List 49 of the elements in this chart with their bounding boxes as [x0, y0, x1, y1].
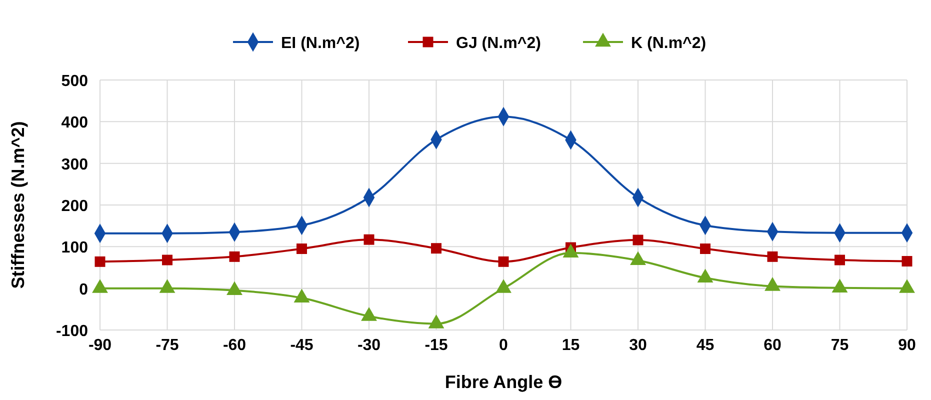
point: [902, 256, 912, 266]
legend-label: K (N.m^2): [631, 35, 706, 52]
x-tick-label: 30: [629, 337, 647, 354]
point: [92, 279, 108, 293]
legend-label: GJ (N.m^2): [456, 35, 541, 52]
point: [431, 243, 442, 254]
point: [226, 281, 242, 296]
x-tick-label: 15: [562, 337, 580, 354]
y-axis-title: Stiffnesses (N.m^2): [8, 121, 28, 289]
y-tick-label: 300: [61, 156, 88, 174]
x-tick-label: -60: [222, 337, 246, 354]
x-tick-label: 90: [898, 337, 916, 354]
x-tick-label: 75: [830, 337, 849, 354]
y-tick-label: 100: [61, 240, 88, 257]
point: [764, 277, 780, 291]
point: [767, 251, 778, 262]
point: [700, 244, 710, 254]
x-axis-title: Fibre Angle ϴ: [444, 372, 562, 392]
point: [94, 256, 106, 267]
point: [630, 251, 646, 266]
point: [632, 234, 644, 246]
x-tick-label: -75: [156, 337, 179, 354]
point: [428, 314, 444, 328]
point: [229, 251, 240, 262]
x-tick-label: -15: [424, 337, 448, 354]
y-tick-label: 200: [61, 198, 88, 215]
point: [498, 256, 509, 267]
y-tick-label: 0: [79, 281, 88, 298]
x-tick-label: 0: [499, 337, 508, 354]
point: [296, 244, 307, 254]
point: [832, 278, 848, 293]
legend-label: EI (N.m^2): [281, 35, 360, 52]
point: [294, 288, 310, 303]
x-tick-label: 45: [696, 337, 714, 354]
point: [159, 279, 176, 293]
point: [834, 254, 845, 266]
y-tick-label: 500: [61, 73, 88, 90]
x-tick-label: -90: [88, 337, 112, 354]
x-tick-label: 60: [764, 337, 782, 354]
point: [496, 279, 512, 293]
point: [697, 268, 714, 283]
point: [361, 307, 377, 321]
y-tick-label: 400: [61, 114, 88, 132]
x-tick-label: -30: [357, 337, 381, 354]
point: [364, 234, 374, 245]
x-tick-label: -45: [290, 337, 314, 354]
point: [162, 254, 172, 266]
point: [899, 279, 915, 293]
y-tick-label: -100: [56, 323, 88, 340]
